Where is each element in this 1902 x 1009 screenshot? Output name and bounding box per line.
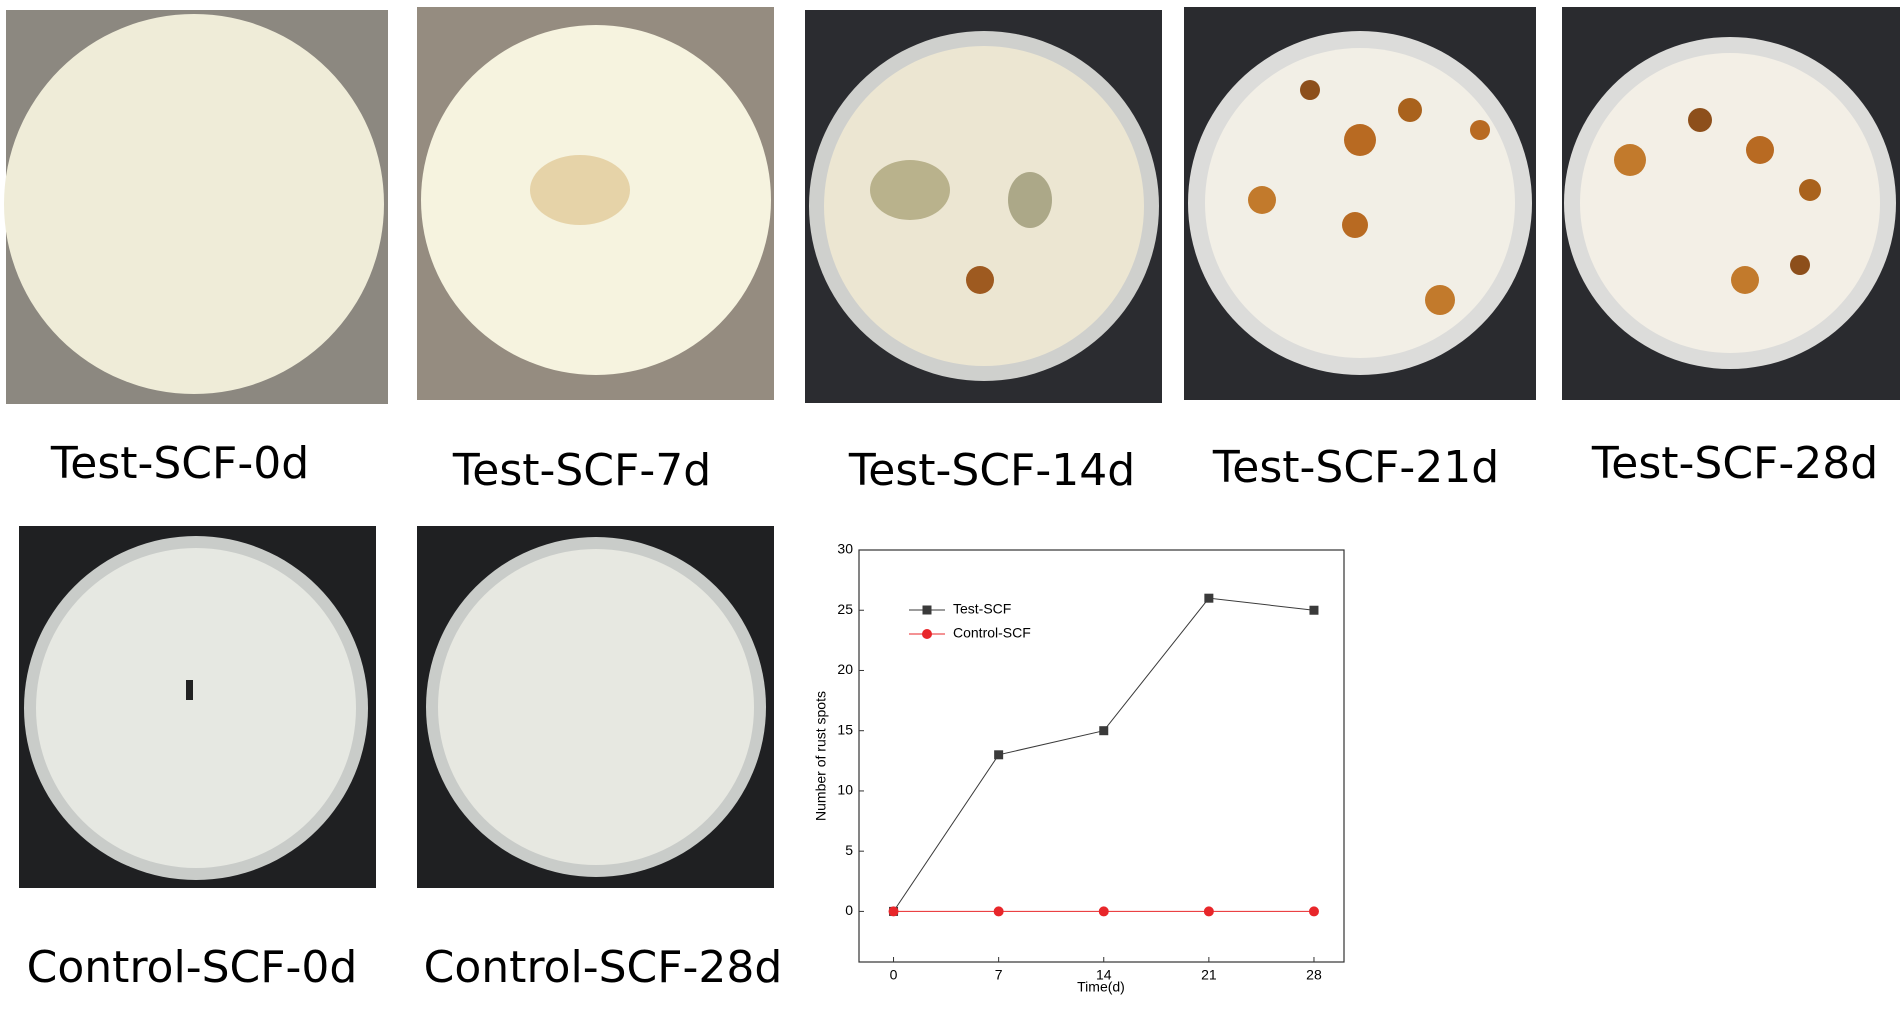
panel-label: Control-SCF-28d xyxy=(424,942,783,993)
x-tick-label: 21 xyxy=(1201,967,1217,983)
panel-label: Test-SCF-0d xyxy=(50,438,309,489)
legend-marker xyxy=(922,629,932,639)
x-tick-label: 0 xyxy=(890,967,898,983)
y-tick-label: 25 xyxy=(837,601,853,617)
photo xyxy=(19,526,376,888)
marker xyxy=(993,906,1004,917)
legend-marker xyxy=(922,605,932,615)
photo xyxy=(4,10,388,404)
y-tick-label: 5 xyxy=(845,842,853,858)
x-tick-label: 14 xyxy=(1096,967,1112,983)
panel-label: Test-SCF-21d xyxy=(1212,442,1499,493)
x-tick-label: 28 xyxy=(1306,967,1322,983)
series-line xyxy=(893,597,1315,912)
panel-label: Test-SCF-28d xyxy=(1591,438,1878,489)
plot-frame xyxy=(858,549,1345,963)
y-tick-label: 20 xyxy=(837,661,853,677)
marker xyxy=(1099,726,1109,736)
photo xyxy=(417,526,774,888)
legend-label: Test-SCF xyxy=(953,601,1011,617)
marker xyxy=(1309,605,1319,615)
y-tick-label: 15 xyxy=(837,721,853,737)
marker xyxy=(1098,906,1109,917)
y-tick-label: 10 xyxy=(837,782,853,798)
panel-label: Control-SCF-0d xyxy=(27,942,358,993)
y-tick-label: 0 xyxy=(845,902,853,918)
y-axis-label: Number of rust spots xyxy=(813,691,829,821)
panel-label: Test-SCF-14d xyxy=(848,445,1135,496)
x-tick-label: 7 xyxy=(995,967,1003,983)
photo xyxy=(1184,7,1536,400)
y-tick-label: 30 xyxy=(837,541,853,557)
photo xyxy=(417,7,774,400)
marker xyxy=(1204,593,1214,603)
marker xyxy=(994,750,1004,760)
marker xyxy=(1308,906,1319,917)
legend-label: Control-SCF xyxy=(953,625,1031,641)
marker xyxy=(888,906,899,917)
panel-label: Test-SCF-7d xyxy=(452,445,711,496)
photo xyxy=(805,10,1162,403)
marker xyxy=(1203,906,1214,917)
x-axis-label: Time(d) xyxy=(1077,979,1125,995)
photo xyxy=(1562,7,1900,400)
